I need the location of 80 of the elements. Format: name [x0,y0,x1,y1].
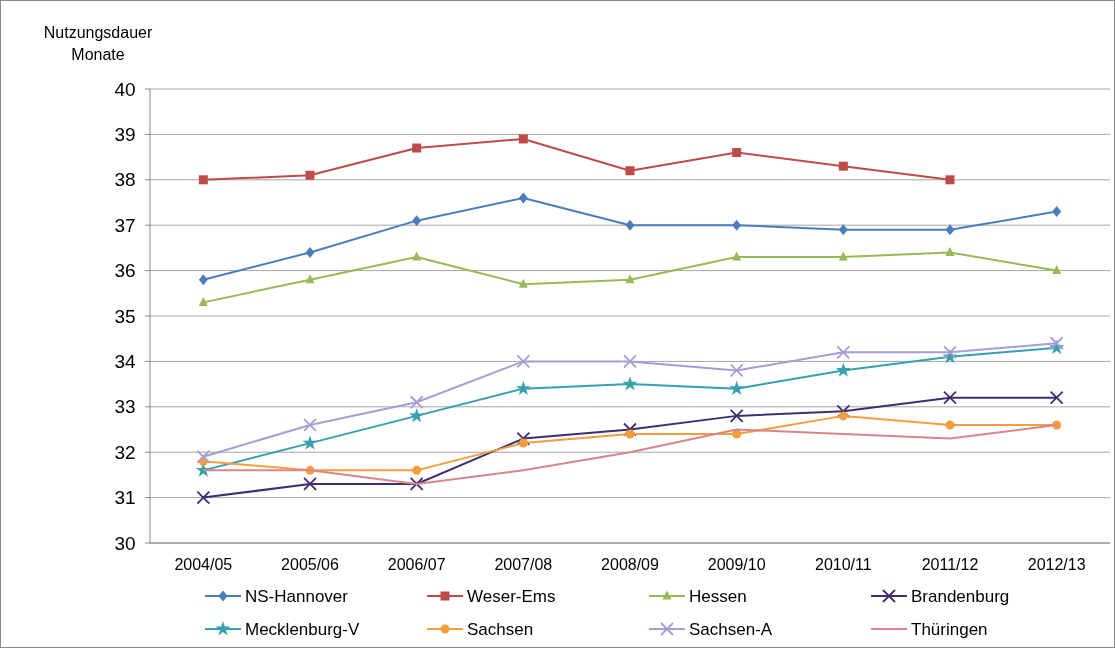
point [515,380,531,396]
point [945,246,955,256]
y-axis-title: Nutzungsdauer Monate [43,24,153,63]
y-tick-label: 31 [114,487,136,509]
legend-label: Hessen [689,586,747,606]
point [409,407,425,423]
legend-label: Sachsen-A [689,619,773,639]
x-tick-label: 2012/13 [1027,556,1086,573]
y-tick-label: 37 [114,214,136,236]
legend-label: Sachsen [467,619,534,639]
y-tick-label: 36 [114,260,136,282]
point [732,148,742,158]
y-tick-label: 38 [114,169,136,191]
x-tick-label: 2006/07 [387,556,446,573]
point [198,175,208,185]
point [625,274,635,284]
point [622,376,638,391]
y-tick-label: 32 [114,441,136,463]
x-tick-label: 2007/08 [494,556,553,573]
point [516,431,531,446]
point [303,418,317,432]
point [945,420,955,430]
point [729,380,745,396]
point [516,354,531,369]
x-tick-label: 2008/09 [601,556,660,573]
point [412,215,422,227]
x-tick-label: 2004/05 [174,556,233,573]
point [729,408,744,423]
point [196,449,211,464]
point [838,411,848,421]
point [198,296,208,306]
point [732,219,742,231]
y-tick-label: 35 [114,305,136,327]
point [305,274,315,284]
legend-label: Brandenburg [911,586,1010,606]
point [625,429,635,439]
point [1049,390,1064,405]
y-tick-label: 30 [114,532,136,554]
legend-label: NS-Hannover [245,586,349,606]
point [945,175,955,185]
point [1049,336,1064,351]
point [625,219,635,231]
y-tick-label: 40 [114,78,136,100]
x-tick-label: 2011/12 [921,556,979,573]
point [1052,206,1062,218]
point [1052,265,1062,275]
point [303,477,317,491]
point [409,477,424,491]
point [305,170,315,180]
point [729,363,744,378]
point [412,465,422,475]
legend-label: Thüringen [911,619,988,639]
point [835,362,851,377]
x-tick-label: 2009/10 [707,556,766,573]
point [625,166,635,176]
point [198,274,208,286]
point [305,246,315,258]
y-tick-label: 34 [114,351,136,373]
point [623,354,637,369]
point [836,345,851,360]
legend-label: Weser-Ems [467,586,556,606]
point [518,192,528,204]
point [943,345,957,360]
point [409,395,424,410]
point [838,224,848,236]
point [518,134,528,144]
x-tick-label: 2010/11 [815,556,872,573]
y-tick-label: 39 [114,124,136,146]
point [518,438,528,448]
point [943,390,957,405]
x-tick-label: 2005/06 [281,556,340,573]
point [945,224,955,236]
y-tick-label: 33 [114,396,136,418]
point [196,490,211,505]
point [412,143,422,153]
point [518,278,528,288]
point [838,161,848,171]
legend-label: Mecklenburg-V [245,619,360,639]
point [836,404,851,419]
point [302,435,318,450]
